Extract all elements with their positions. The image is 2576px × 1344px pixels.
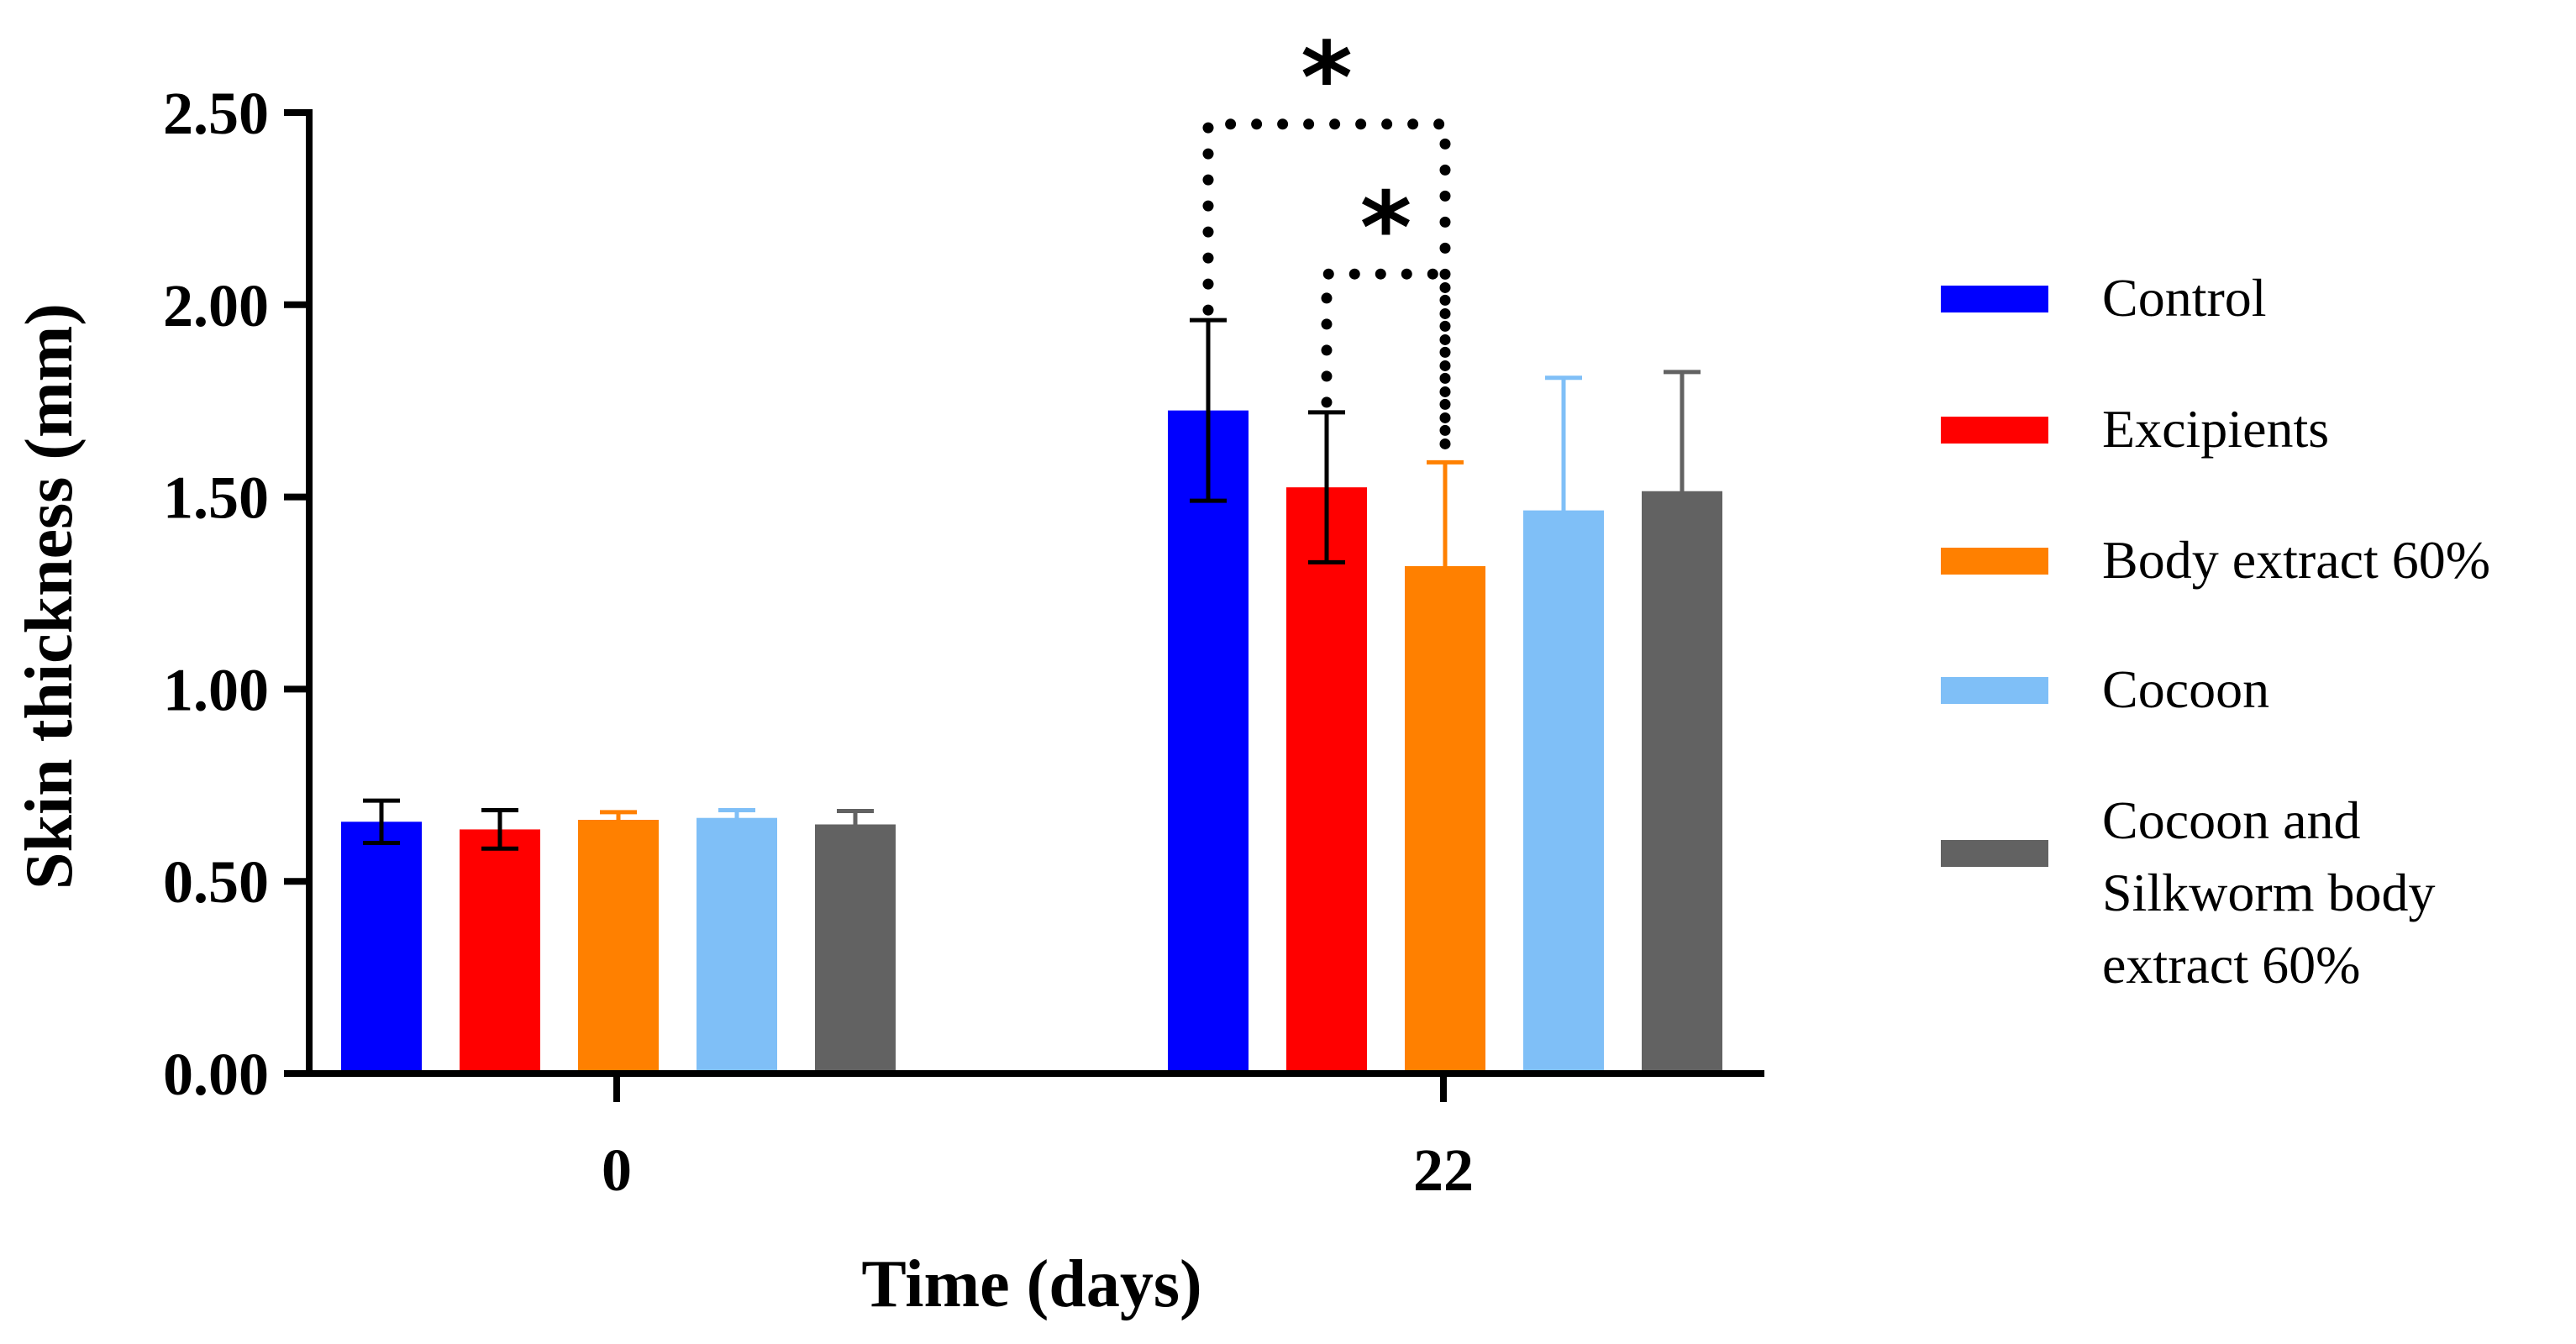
y-tick-label-0: 0.00 xyxy=(163,1041,269,1108)
bar-0-2 xyxy=(578,819,659,1074)
legend-swatch-1 xyxy=(1941,417,2048,444)
significance-star-1: * xyxy=(1360,170,1412,286)
x-tick-label-1: 22 xyxy=(1413,1137,1474,1204)
x-tick-label-0: 0 xyxy=(602,1137,632,1204)
error-bars-layer xyxy=(363,318,1701,851)
bars-layer xyxy=(341,410,1722,1074)
significance-bracket-1 xyxy=(1321,268,1451,458)
y-axis-title: Skin thickness (mm) xyxy=(13,303,87,890)
significance-layer: ** xyxy=(1202,20,1451,458)
legend-swatch-3 xyxy=(1941,677,2048,704)
bar-0-3 xyxy=(697,817,777,1074)
legend-swatch-0 xyxy=(1941,286,2048,312)
legend-label-4-2: extract 60% xyxy=(2102,935,2360,995)
bar-22-0 xyxy=(1168,410,1249,1074)
significance-star-0: * xyxy=(1301,20,1353,136)
legend-label-2-0: Body extract 60% xyxy=(2102,530,2490,590)
y-tick-label-5: 2.50 xyxy=(163,80,269,147)
legend-label-4-1: Silkworm body xyxy=(2102,863,2435,922)
legend-label-3-0: Cocoon xyxy=(2102,659,2269,719)
y-tick-label-1: 0.50 xyxy=(163,848,269,916)
x-axis-title: Time (days) xyxy=(861,1247,1201,1321)
axes-layer: 0.00 0.50 1.00 1.50 2.00 2.50 0 22 xyxy=(163,80,1764,1204)
y-tick-label-4: 2.00 xyxy=(163,272,269,339)
bar-0-1 xyxy=(460,829,540,1074)
legend-label-0-0: Control xyxy=(2102,268,2267,328)
legend-label-4-0: Cocoon and xyxy=(2102,790,2361,850)
legend-swatch-2 xyxy=(1941,548,2048,575)
y-tick-label-3: 1.50 xyxy=(163,465,269,532)
bar-22-1 xyxy=(1286,487,1367,1074)
legend: Control Excipients Body extract 60% Cocoon C… xyxy=(1941,268,2490,995)
bar-0-0 xyxy=(341,822,422,1074)
legend-swatch-4 xyxy=(1941,840,2048,867)
bar-0-4 xyxy=(815,824,896,1074)
legend-label-1-0: Excipients xyxy=(2102,399,2329,459)
y-tick-label-2: 1.00 xyxy=(163,656,269,723)
